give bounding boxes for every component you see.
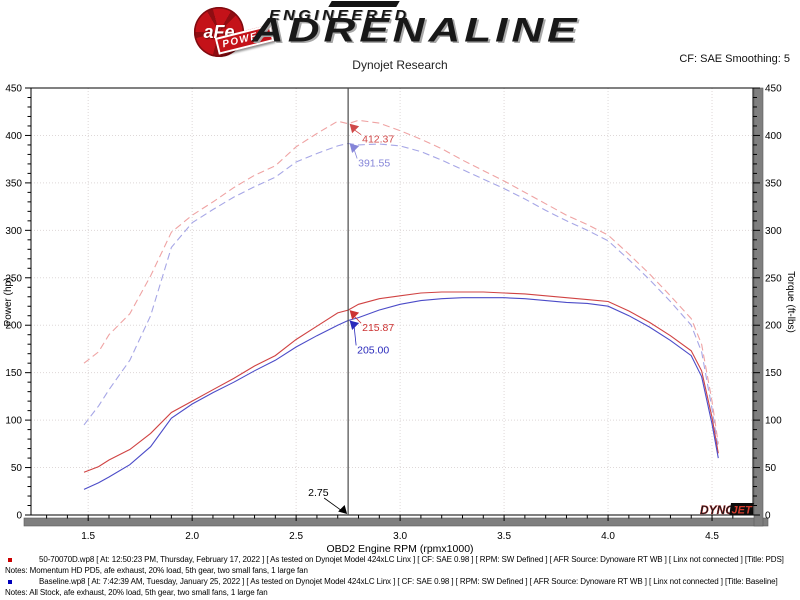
svg-text:200: 200 [765, 321, 782, 332]
svg-text:350: 350 [765, 178, 782, 189]
x-axis-title: OBD2 Engine RPM (rpmx1000) [326, 543, 473, 555]
gridlines [31, 88, 753, 515]
svg-text:100: 100 [765, 416, 782, 427]
dynojet-logo-dyno: DYNO [700, 503, 735, 517]
axis-ticks [25, 87, 760, 521]
svg-text:150: 150 [5, 368, 22, 379]
brand-adrenaline-text: ADRENALINE [252, 11, 581, 50]
afe-power-logo: aFe POWER [194, 5, 304, 61]
annotation-391.55: 391.55 [349, 143, 390, 169]
annotation-value: 215.87 [362, 322, 394, 334]
dynojet-logo-jet: JET [732, 505, 753, 517]
svg-text:250: 250 [765, 273, 782, 284]
svg-text:150: 150 [765, 368, 782, 379]
cursor-label-group: 2.75 [308, 487, 348, 514]
curve-torque-pds [83, 119, 719, 444]
y-axis-title-right: Torque (ft-lbs) [785, 271, 796, 333]
curve-torque-baseline [83, 142, 719, 449]
brand-engineered-text: ENGINEERED [269, 7, 410, 24]
annotation-205.00: 205.00 [349, 320, 389, 356]
annotation-value: 205.00 [357, 344, 389, 356]
svg-text:4.5: 4.5 [705, 531, 719, 542]
axis-titles: OBD2 Engine RPM (rpmx1000) Power (hp) Torq… [3, 271, 796, 555]
legend-text-baseline: Baseline.wp8 [ At: 7:42:39 AM, Tuesday, … [5, 577, 778, 597]
svg-text:400: 400 [5, 131, 22, 142]
brand-top-bar [328, 1, 400, 7]
dynojet-research-title: Dynojet Research [352, 58, 448, 72]
cursor-value-label: 2.75 [308, 487, 329, 499]
svg-text:250: 250 [5, 273, 22, 284]
svg-text:2.5: 2.5 [289, 531, 303, 542]
horizontal-scrollbar[interactable] [23, 517, 769, 527]
svg-text:50: 50 [11, 463, 23, 474]
svg-text:1.5: 1.5 [81, 531, 95, 542]
curve-power-baseline [83, 297, 719, 490]
annotation-412.37: 412.37 [349, 123, 394, 146]
svg-text:350: 350 [5, 178, 22, 189]
legend-entry-pds: 50-70070D.wp8 [ At: 12:50:23 PM, Thursda… [5, 555, 797, 576]
legend-entry-baseline: Baseline.wp8 [ At: 7:42:39 AM, Tuesday, … [5, 577, 797, 598]
plot-border [30, 87, 754, 516]
run-legend: 50-70070D.wp8 [ At: 12:50:23 PM, Thursda… [5, 555, 797, 599]
y-axis-title-left: Power (hp) [3, 278, 14, 327]
dynojet-logo-box [729, 503, 754, 515]
dyno-chart-svg: 1.5 2.0 2.5 3.0 3.5 4.0 4.5 0 0 50 50 100 100 150 150 2… [3, 84, 796, 556]
svg-text:0: 0 [765, 511, 771, 522]
svg-text:300: 300 [5, 226, 22, 237]
svg-text:2.0: 2.0 [185, 531, 199, 542]
svg-text:50: 50 [765, 463, 777, 474]
svg-text:3.5: 3.5 [497, 531, 511, 542]
annotation-value: 412.37 [362, 134, 394, 146]
svg-text:300: 300 [765, 226, 782, 237]
legend-bullet-blue [8, 580, 12, 584]
annotation-215.87: 215.87 [349, 310, 394, 334]
svg-text:4.0: 4.0 [601, 531, 615, 542]
legend-text-pds: 50-70070D.wp8 [ At: 12:50:23 PM, Thursda… [5, 555, 784, 575]
dyno-chart: 1.5 2.0 2.5 3.0 3.5 4.0 4.5 0 0 50 50 100 100 150 150 2… [0, 80, 800, 556]
tick-labels: 1.5 2.0 2.5 3.0 3.5 4.0 4.5 0 0 50 50 100 100 150 150 2… [5, 84, 782, 543]
smoothing-setting: CF: SAE Smoothing: 5 [679, 53, 790, 65]
svg-text:3.0: 3.0 [393, 531, 407, 542]
report-header: aFe POWER ENGINEERED ADRENALINE Dynojet … [0, 0, 800, 80]
curve-power-pds [83, 291, 719, 473]
svg-text:100: 100 [5, 416, 22, 427]
legend-bullet-red [8, 558, 12, 562]
svg-text:0: 0 [16, 511, 22, 522]
vertical-scrollbar[interactable] [753, 87, 764, 527]
svg-text:200: 200 [5, 321, 22, 332]
svg-text:450: 450 [5, 84, 22, 95]
annotation-value: 391.55 [358, 157, 390, 169]
svg-text:400: 400 [765, 131, 782, 142]
svg-text:450: 450 [765, 84, 782, 95]
